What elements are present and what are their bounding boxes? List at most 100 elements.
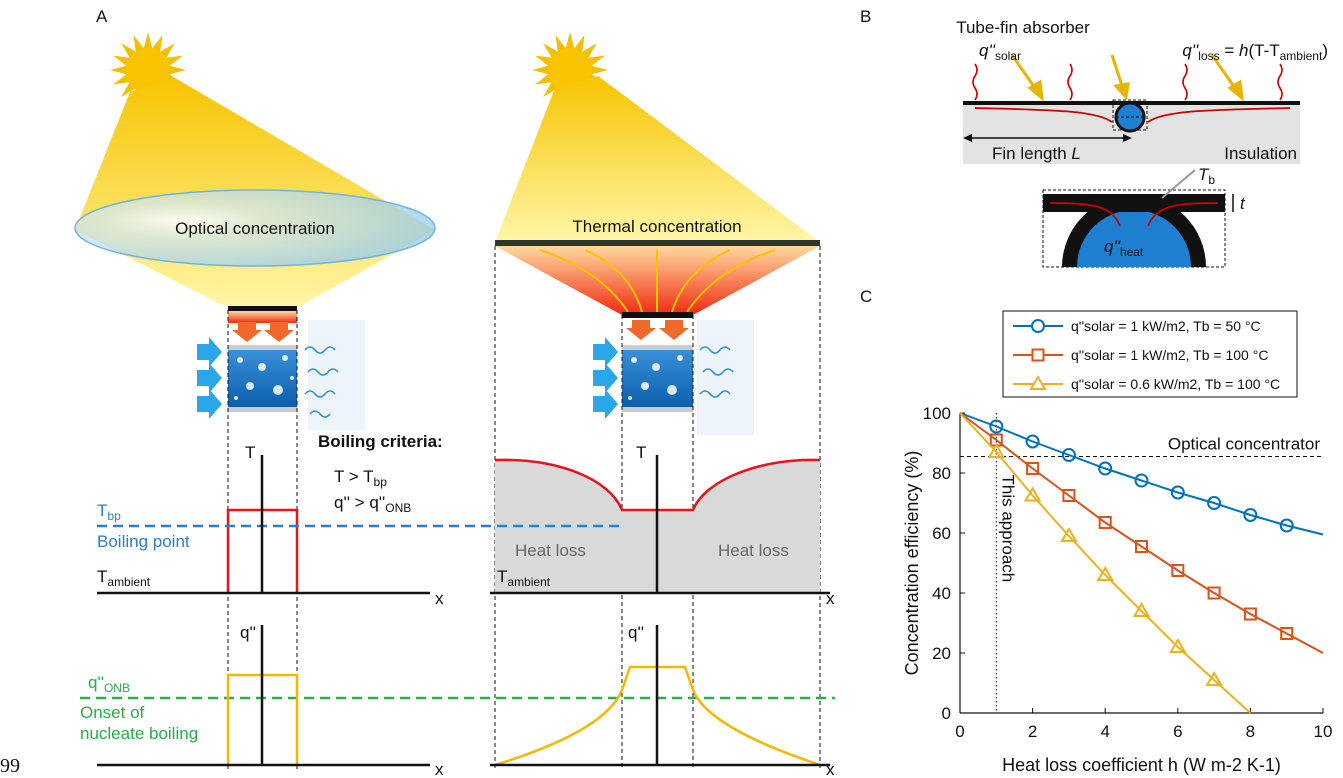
- symbol-sub: ambient: [1280, 49, 1323, 63]
- x-tick-label: 0: [955, 722, 964, 741]
- x-tick-label: 8: [1246, 722, 1255, 741]
- onb-label: Onset of: [80, 703, 145, 722]
- absorber-illustration-part-part: [1112, 55, 1122, 86]
- y-tick-label: 0: [942, 704, 951, 723]
- onb-label: nucleate boiling: [80, 724, 198, 743]
- optical-illustration-part-part: [282, 355, 288, 361]
- symbol: T: [497, 567, 507, 586]
- optical-illustration-part-part: [273, 385, 283, 395]
- y-tick-label: 60: [932, 524, 951, 543]
- q-axis-label: q'': [240, 623, 256, 642]
- x-tick-label: 2: [1028, 722, 1037, 741]
- optical-illustration-part: [228, 345, 297, 350]
- x-axis-label: x: [435, 760, 444, 778]
- q-loss-label: q''loss = h(T-Tambient): [1182, 41, 1328, 63]
- thermal-illustration-part-part: [628, 396, 632, 400]
- optical-illustration-part: [264, 322, 294, 342]
- chart-c: 0204060801000246810Heat loss coefficient…: [902, 311, 1332, 775]
- optical-illustration: [75, 78, 435, 430]
- q-axis-label: q'': [628, 623, 644, 642]
- symbol-sub: solar: [995, 49, 1021, 63]
- criteria-rule: q'' > q''ONB: [334, 493, 411, 515]
- ambient-label: Tambient: [97, 567, 151, 589]
- absorber-illustration-part-part: [1116, 84, 1128, 97]
- symbol: h: [1239, 41, 1248, 60]
- optical-illustration-part: [232, 322, 262, 342]
- page: { "page_number": "99", "panel_labels": […: [0, 0, 1343, 778]
- rule-sub: ONB: [385, 501, 411, 515]
- symbol: T: [97, 567, 107, 586]
- thermal-illustration-part: [622, 312, 693, 318]
- x-axis-label: x: [826, 589, 835, 608]
- equals: =: [1220, 41, 1239, 60]
- y-tick-label: 100: [923, 404, 951, 423]
- absorber-illustration-part-part: [1183, 64, 1187, 100]
- thermal-illustration-part-part: [593, 337, 618, 367]
- symbol-sub: heat: [1120, 245, 1144, 259]
- optical-illustration-part-part: [237, 357, 243, 363]
- boiling-point-symbol: Tbp: [97, 501, 121, 523]
- boiling-point-label: Boiling point: [97, 532, 190, 551]
- heat-loss-label: Heat loss: [718, 541, 789, 560]
- thermal-illustration-part-part: [641, 382, 649, 390]
- legend-label: q''solar = 0.6 kW/m2, Tb = 100 °C: [1071, 376, 1280, 392]
- onb-symbol: q''ONB: [88, 673, 130, 695]
- absorber-illustration-part: [1162, 170, 1195, 198]
- t-label: t: [1240, 194, 1246, 213]
- absorber-illustration-part-part: [1068, 64, 1072, 100]
- heat-loss-label: Heat loss: [515, 541, 586, 560]
- y-tick-label: 80: [932, 464, 951, 483]
- panel-label: B: [860, 7, 871, 26]
- panel-b-title: Tube-fin absorber: [956, 18, 1090, 37]
- optical-illustration-part-part: [197, 337, 222, 367]
- y-axis-label: Concentration efficiency (%): [902, 451, 922, 676]
- absorber-illustration-part: [1116, 103, 1144, 131]
- symbol-sub: ambient: [107, 575, 150, 589]
- criteria-rule: T > Tbp: [334, 467, 387, 489]
- thermal-label: Thermal concentration: [572, 217, 741, 236]
- symbol: q'': [1104, 237, 1121, 256]
- x-tick-label: 10: [1314, 722, 1333, 741]
- t-axis-label: T: [636, 443, 646, 462]
- x-axis-label: x: [435, 589, 444, 608]
- thermal-illustration-part-part: [631, 357, 637, 363]
- thermal-illustration-part-part: [593, 389, 618, 419]
- symbol: T: [97, 501, 107, 520]
- expression: (T-T: [1248, 41, 1279, 60]
- optical-illustration-part-part: [246, 382, 254, 390]
- figure: A B C 99 Optical concentration Thermal c…: [0, 0, 1343, 778]
- x-tick-label: 6: [1173, 722, 1182, 741]
- symbol: q'': [979, 41, 996, 60]
- symbol: q'': [88, 673, 104, 692]
- symbol: q'': [1182, 41, 1199, 60]
- criteria-title: Boiling criteria:: [318, 432, 443, 451]
- rule-sub: bp: [374, 475, 388, 489]
- panel-label: C: [860, 287, 872, 306]
- rule-text: T > T: [334, 467, 374, 486]
- thermal-illustration-part: [622, 345, 693, 350]
- optical-illustration-part: [228, 407, 297, 412]
- thermal-illustration-part: [622, 407, 693, 412]
- symbol-sub: ONB: [104, 681, 130, 695]
- absorber-illustration-part-part: [973, 64, 977, 100]
- absorber-illustration-part-part: [1278, 64, 1282, 100]
- optical-illustration-part: [228, 311, 297, 323]
- symbol-sub: bp: [107, 509, 121, 523]
- page-number: 99: [0, 755, 20, 777]
- marker: [1033, 350, 1044, 361]
- panel-label: A: [96, 7, 108, 26]
- tb-label: Tb: [1198, 165, 1215, 187]
- close: ): [1322, 41, 1328, 60]
- x-tick-label: 4: [1100, 722, 1109, 741]
- symbol-sub: b: [1208, 173, 1215, 187]
- optical-illustration-part: [228, 306, 297, 311]
- x-axis-label: Heat loss coefficient h (W m-2 K-1): [1002, 755, 1281, 775]
- thermal-illustration-part: [495, 240, 820, 246]
- optical-illustration-part-part: [234, 396, 238, 400]
- symbol-sub: ambient: [507, 575, 550, 589]
- heat-flux-profiles: [80, 625, 835, 765]
- thermal-illustration: [495, 76, 820, 435]
- legend-label: q''solar = 1 kW/m2, Tb = 100 °C: [1071, 347, 1268, 363]
- thermal-illustration-part: [626, 320, 656, 340]
- temperature-profiles: [97, 455, 830, 593]
